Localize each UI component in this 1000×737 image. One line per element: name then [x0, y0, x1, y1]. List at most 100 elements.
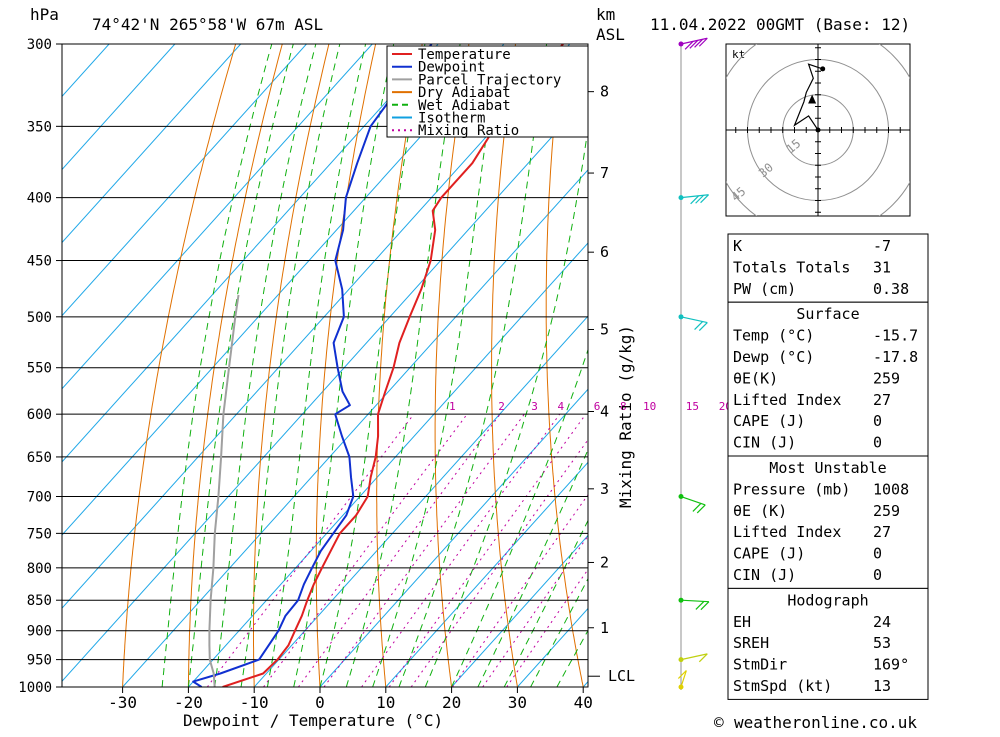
series-line-dewpoint	[192, 44, 433, 687]
pressure-tick-label: 750	[27, 526, 52, 542]
index-value: 27	[873, 391, 891, 409]
wind-barb-flag	[692, 502, 702, 512]
temperature-tick-label: 40	[574, 693, 593, 712]
axis-ticks: 3003504004505005506006507007508008509009…	[18, 37, 635, 712]
legend-label: Mixing Ratio	[418, 123, 519, 139]
temperature-tick-label: -20	[174, 693, 203, 712]
surface-section-title: Surface	[796, 305, 859, 323]
dry-adiabat-line	[980, 26, 1000, 687]
index-value: 259	[873, 369, 900, 387]
asl-unit-label: ASL	[596, 25, 625, 44]
isotherm-line	[62, 44, 307, 317]
legend-label: Dry Adiabat	[418, 85, 511, 101]
pressure-tick-label: 400	[27, 191, 52, 207]
dry-adiabat-line	[376, 44, 423, 687]
pressure-tick-label: 850	[27, 593, 52, 609]
isotherm-line	[62, 44, 505, 536]
skewt-plot-area	[62, 26, 1000, 687]
index-value: 13	[873, 677, 891, 695]
pressure-tick-label: 550	[27, 361, 52, 377]
index-label: K	[733, 237, 742, 255]
isotherm-line	[62, 44, 439, 463]
profile-series	[192, 44, 564, 687]
most-unstable-section-title: Most Unstable	[769, 459, 886, 477]
wind-barb-flag	[694, 38, 703, 48]
isotherm-line	[319, 388, 588, 687]
hodograph-section-title: Hodograph	[787, 591, 868, 609]
dry-adiabat-lines	[122, 26, 1000, 687]
wind-barb-flag	[684, 40, 694, 50]
series-line-parcel-trajectory	[208, 294, 240, 687]
mixing-ratio-line	[323, 413, 525, 687]
isobar-lines	[62, 44, 588, 687]
lcl-label: LCL	[608, 667, 635, 685]
index-value: 1008	[873, 480, 909, 498]
km-tick-label: 5	[600, 320, 609, 338]
dry-adiabat-line	[434, 44, 470, 687]
storm-motion-marker	[808, 94, 817, 104]
mixing-ratio-label: 8	[620, 400, 627, 413]
wind-barb-shaft	[680, 316, 708, 324]
index-value: 0	[873, 412, 882, 430]
legend-label: Parcel Trajectory	[418, 72, 561, 88]
wind-barb-flag	[689, 39, 699, 49]
isotherm-line	[385, 461, 588, 687]
wind-barb-flag	[695, 600, 705, 610]
km-tick-label: 7	[600, 164, 609, 182]
index-value: 27	[873, 523, 891, 541]
isotherm-line	[62, 44, 176, 171]
wet-adiabat-line	[424, 125, 588, 687]
mixing-ratio-label: 15	[686, 400, 699, 413]
mixing-ratio-label: 10	[643, 400, 656, 413]
mixing-ratio-line	[506, 568, 588, 687]
index-label: Totals Totals	[733, 258, 850, 276]
mixing-ratio-line	[361, 413, 561, 687]
km-tick-label: 8	[600, 83, 609, 101]
index-value: 259	[873, 502, 900, 520]
plot-frame	[61, 43, 589, 688]
legend-label: Temperature	[418, 47, 511, 63]
dry-adiabat-line	[253, 44, 330, 687]
index-value: -17.8	[873, 348, 918, 366]
temperature-tick-label: 30	[508, 693, 527, 712]
legend-box	[386, 45, 589, 138]
mixing-ratio-label: 4	[558, 400, 565, 413]
pressure-tick-label: 700	[27, 490, 52, 506]
mixing-ratio-line	[263, 413, 468, 687]
wind-profile	[677, 37, 710, 690]
temperature-tick-label: 10	[376, 693, 395, 712]
wind-barb-flag	[690, 195, 700, 205]
index-label: θE(K)	[733, 369, 778, 387]
isotherm-line	[62, 44, 242, 244]
wind-barb-shaft	[680, 495, 706, 506]
wind-barb-shaft	[680, 670, 687, 688]
hodograph-origin-point	[815, 127, 821, 133]
wet-adiabat-line	[503, 519, 588, 687]
site-credit: weatheronline.co.uk	[734, 713, 917, 732]
hodograph-trace	[793, 63, 823, 131]
index-label: CAPE (J)	[733, 545, 805, 563]
legend-label: Wet Adiabat	[418, 98, 511, 114]
index-value: -7	[873, 237, 891, 255]
mixing-ratio-line	[297, 413, 501, 687]
mixing-ratio-label: 3	[531, 400, 538, 413]
dry-adiabat-line	[491, 44, 518, 687]
wind-barb-flag	[677, 670, 687, 679]
km-tick-label: 1	[600, 619, 609, 637]
mixing-ratio-line	[206, 413, 415, 687]
wind-barb-shaft	[680, 653, 708, 661]
wind-barb-flag	[698, 37, 708, 47]
pressure-unit-label: hPa	[30, 5, 59, 24]
index-label: EH	[733, 613, 751, 631]
pressure-tick-label: 300	[27, 37, 52, 53]
legend-label: Dewpoint	[418, 60, 485, 76]
temperature-tick-label: 20	[442, 693, 461, 712]
pressure-tick-label: 800	[27, 561, 52, 577]
wind-barb-flag	[698, 322, 708, 331]
dry-adiabat-line	[187, 44, 283, 687]
pressure-tick-label: 1000	[18, 680, 52, 696]
